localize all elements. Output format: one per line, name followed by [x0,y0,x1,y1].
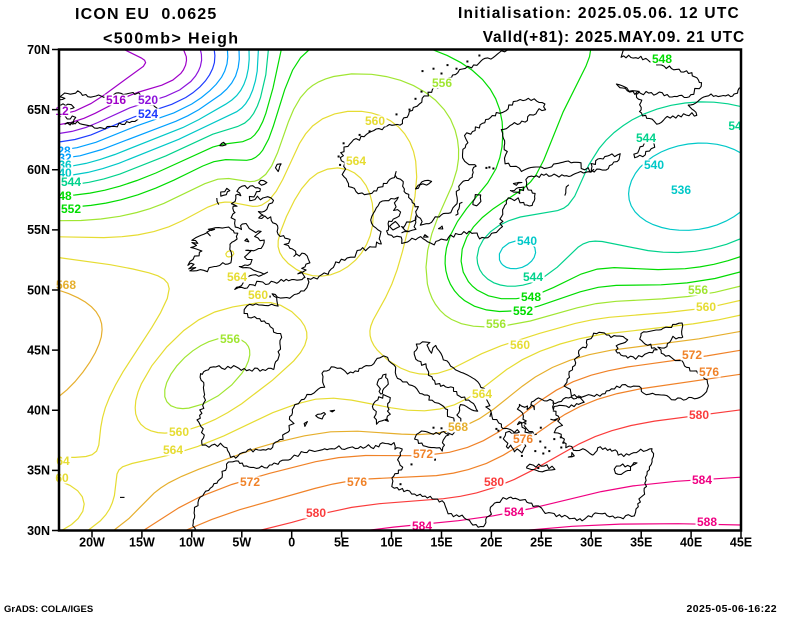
svg-text:556: 556 [688,283,708,297]
svg-text:<500mb> Heigh: <500mb> Heigh [103,31,239,48]
svg-text:588: 588 [697,515,717,529]
svg-text:0: 0 [288,536,295,550]
svg-text:564: 564 [227,270,247,284]
svg-text:20E: 20E [480,536,502,550]
svg-text:15W: 15W [129,536,155,550]
svg-text:10E: 10E [380,536,402,550]
svg-text:560: 560 [169,425,189,439]
svg-text:25E: 25E [530,536,552,550]
svg-text:560: 560 [248,288,268,302]
svg-text:5W: 5W [232,536,251,550]
svg-text:544: 544 [61,175,81,189]
svg-text:580: 580 [689,408,709,422]
svg-text:580: 580 [484,475,504,489]
svg-text:544: 544 [523,270,543,284]
svg-text:576: 576 [699,365,719,379]
svg-text:48: 48 [58,189,72,203]
svg-text:15E: 15E [430,536,452,550]
svg-text:40N: 40N [27,404,50,418]
svg-text:560: 560 [696,300,716,314]
svg-text:548: 548 [652,52,672,66]
svg-text:524: 524 [138,107,158,121]
svg-text:2025-05-06-16:22: 2025-05-06-16:22 [687,603,777,615]
svg-text:520: 520 [138,93,158,107]
svg-text:564: 564 [163,443,183,457]
svg-text:35E: 35E [630,536,652,550]
svg-text:50N: 50N [27,283,50,297]
svg-text:572: 572 [240,475,260,489]
svg-text:560: 560 [510,338,530,352]
svg-text:536: 536 [671,183,691,197]
svg-text:540: 540 [644,158,664,172]
svg-text:10W: 10W [179,536,205,550]
svg-text:576: 576 [347,475,367,489]
svg-text:560: 560 [365,114,385,128]
svg-text:60N: 60N [27,163,50,177]
svg-text:Valld(+81): 2025.MAY.09. 21 UT: Valld(+81): 2025.MAY.09. 21 UTC [483,29,745,46]
svg-text:GrADS: COLA/IGES: GrADS: COLA/IGES [4,604,93,615]
svg-text:580: 580 [306,506,326,520]
svg-text:584: 584 [692,473,712,487]
svg-text:30N: 30N [27,524,50,538]
svg-text:548: 548 [521,290,541,304]
svg-text:564: 564 [472,387,492,401]
svg-text:584: 584 [504,505,524,519]
svg-text:556: 556 [486,317,506,331]
svg-text:544: 544 [636,131,656,145]
svg-text:572: 572 [413,447,433,461]
svg-text:568: 568 [448,420,468,434]
svg-text:35N: 35N [27,464,50,478]
svg-text:568: 568 [56,278,76,292]
svg-text:55N: 55N [27,223,50,237]
svg-text:556: 556 [220,332,240,346]
svg-text:54: 54 [728,119,742,133]
svg-text:556: 556 [432,76,452,90]
svg-text:540: 540 [517,234,537,248]
svg-text:564: 564 [346,154,366,168]
svg-text:Initialisation: 2025.05.06. 12: Initialisation: 2025.05.06. 12 UTC [458,5,740,22]
svg-text:572: 572 [682,348,702,362]
svg-text:552: 552 [61,202,81,216]
svg-text:65N: 65N [27,103,50,117]
svg-text:45N: 45N [27,343,50,357]
svg-text:516: 516 [106,93,126,107]
svg-text:ICON EU 0.0625: ICON EU 0.0625 [75,6,218,23]
svg-text:12: 12 [55,104,69,118]
svg-text:30E: 30E [580,536,602,550]
svg-text:40E: 40E [680,536,702,550]
svg-text:20W: 20W [79,536,105,550]
svg-text:45E: 45E [730,536,752,550]
svg-text:552: 552 [513,304,533,318]
svg-text:60: 60 [55,471,69,485]
svg-text:576: 576 [513,432,533,446]
svg-text:5E: 5E [334,536,349,550]
svg-text:70N: 70N [27,43,50,57]
